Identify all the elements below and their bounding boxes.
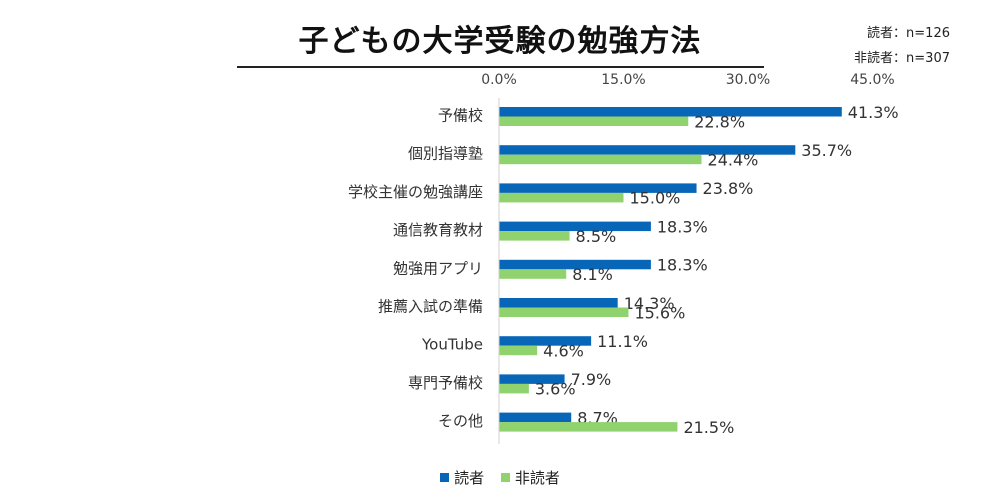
category-label: 通信教育教材	[393, 221, 483, 239]
sample-size-readers: 読者：n=126	[867, 26, 950, 41]
data-label-readers: 7.9%	[571, 370, 612, 389]
bar-readers	[499, 374, 565, 384]
legend-item-readers: 読者	[440, 467, 484, 488]
legend-item-nonreaders: 非読者	[500, 467, 560, 488]
bar-nonreaders	[499, 116, 689, 126]
x-tick-label: 0.0%	[481, 72, 517, 88]
data-label-nonreaders: 8.5%	[576, 227, 617, 246]
legend-label-nonreaders: 非読者	[514, 469, 560, 487]
title-underline	[237, 66, 764, 68]
category-label: 学校主催の勉強講座	[348, 183, 483, 201]
category-label: 勉強用アプリ	[393, 259, 483, 277]
bar-nonreaders	[499, 192, 624, 203]
data-label-nonreaders: 24.4%	[708, 150, 759, 169]
bar-nonreaders	[499, 154, 702, 165]
data-label-nonreaders: 3.6%	[535, 380, 576, 399]
category-label: 推薦入試の準備	[378, 298, 483, 316]
sample-size-nonreaders: 非読者：n=307	[854, 51, 950, 66]
bar-readers	[499, 336, 592, 346]
data-label-nonreaders: 21.5%	[683, 418, 734, 437]
bar-readers	[499, 259, 651, 270]
bar-readers	[499, 145, 796, 155]
bar-nonreaders	[499, 383, 529, 394]
x-tick-label: 45.0%	[850, 72, 894, 88]
category-label: 専門予備校	[408, 374, 483, 392]
bar-nonreaders	[499, 269, 567, 279]
category-label: その他	[438, 412, 483, 430]
legend-swatch-nonreaders	[500, 473, 510, 482]
data-label-readers: 18.3%	[657, 217, 708, 236]
category-label: 個別指導塾	[408, 145, 483, 163]
data-label-readers: 14.3%	[624, 294, 675, 313]
bar-nonreaders	[499, 307, 629, 317]
legend-swatch-readers	[440, 473, 450, 482]
data-label-readers: 11.1%	[597, 332, 648, 351]
category-label: YouTube	[421, 336, 483, 354]
chart-title: 子どもの大学受験の勉強方法	[298, 24, 702, 59]
data-label-readers: 41.3%	[848, 103, 899, 122]
bar-readers	[499, 183, 697, 193]
bar-readers	[499, 298, 618, 308]
bar-nonreaders	[499, 345, 538, 356]
data-label-nonreaders: 4.6%	[543, 341, 584, 360]
x-tick-label: 30.0%	[726, 72, 770, 88]
bar-readers	[499, 412, 572, 423]
bar-readers	[499, 221, 651, 232]
bar-nonreaders	[499, 231, 570, 241]
data-label-readers: 35.7%	[801, 141, 852, 160]
legend-label-readers: 読者	[454, 469, 485, 487]
bar-readers	[499, 107, 842, 117]
data-label-readers: 23.8%	[703, 179, 754, 198]
data-label-nonreaders: 15.6%	[634, 303, 685, 322]
data-label-nonreaders: 15.0%	[630, 189, 681, 208]
data-label-readers: 18.3%	[657, 256, 708, 275]
data-label-nonreaders: 8.1%	[572, 265, 613, 284]
x-tick-label: 15.0%	[601, 72, 645, 88]
bar-chart: 0.0% 15.0% 30.0% 45.0% 予備校 41.3% 22.8% 個別指導塾 35.…	[348, 72, 899, 444]
category-label: 予備校	[438, 107, 483, 125]
data-label-nonreaders: 22.8%	[694, 112, 745, 131]
bar-nonreaders	[499, 422, 678, 432]
legend: 読者 非読者	[0, 467, 1000, 488]
